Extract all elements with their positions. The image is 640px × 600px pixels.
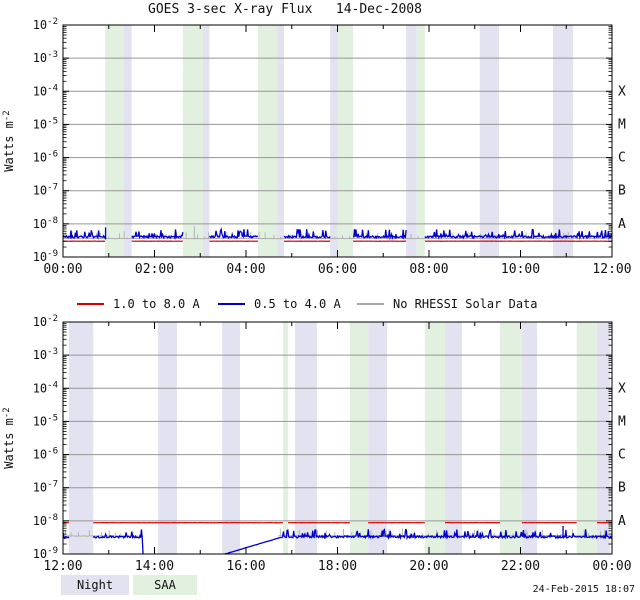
y-tick-label: 10-9 <box>33 546 58 561</box>
night-band <box>596 322 611 554</box>
y-axis-title: Watts m-2 <box>2 110 16 171</box>
y-tick-label: 10-3 <box>33 50 58 65</box>
legend-item-short-channel: 0.5 to 4.0 A <box>218 296 341 312</box>
night-band <box>406 25 417 257</box>
night-band <box>294 322 317 554</box>
flare-class-label: A <box>618 514 626 529</box>
night-band <box>479 25 499 257</box>
night-band <box>158 322 177 554</box>
x-tick-label: 00:00 <box>592 559 631 574</box>
goes-05-4A-top-trace <box>62 230 106 240</box>
no-rhessi-gray-top-trace <box>62 237 613 240</box>
x-tick-label: 18:00 <box>318 559 357 574</box>
series-legend: 1.0 to 8.0 A 0.5 to 4.0 A No RHESSI Sola… <box>0 296 640 314</box>
x-tick-label: 10:00 <box>501 262 540 277</box>
y-tick-label: 10-6 <box>33 150 58 165</box>
x-tick-label: 06:00 <box>318 262 357 277</box>
goes-05-4A-top-trace <box>131 229 184 240</box>
goes-05-4A-top-trace <box>424 228 613 241</box>
band-legend: Night SAA <box>0 575 640 595</box>
y-tick-label: 10-4 <box>33 83 58 98</box>
x-tick-label: 22:00 <box>501 559 540 574</box>
legend-label-long: 1.0 to 8.0 A <box>113 297 200 311</box>
flare-class-label: X <box>618 84 626 99</box>
x-tick-label: 02:00 <box>135 262 174 277</box>
flare-class-label: X <box>618 381 626 396</box>
blue-line-swatch <box>218 303 245 305</box>
creation-timestamp: 24-Feb-2015 18:07 <box>532 584 635 595</box>
night-band <box>330 25 338 257</box>
y-tick-label: 10-5 <box>33 413 58 428</box>
night-band <box>277 25 284 257</box>
saa-band <box>499 322 522 554</box>
flare-class-label: B <box>618 184 626 199</box>
flare-class-label: B <box>618 481 626 496</box>
chart-title: GOES 3-sec X-ray Flux 14-Dec-2008 <box>148 2 422 17</box>
flare-class-label: C <box>618 151 626 166</box>
saa-band <box>105 25 124 257</box>
night-band <box>521 322 537 554</box>
y-tick-label: 10-3 <box>33 347 58 362</box>
y-tick-label: 10-6 <box>33 447 58 462</box>
saa-legend-swatch: SAA <box>133 575 197 595</box>
goes-05-4A-bottom-trace <box>141 536 144 555</box>
y-tick-label: 10-5 <box>33 116 58 131</box>
goes-05-4A-bottom-trace <box>62 532 70 540</box>
saa-band <box>424 322 446 554</box>
legend-label-no-rhessi: No RHESSI Solar Data <box>393 297 538 311</box>
y-tick-label: 10-7 <box>33 183 58 198</box>
night-band <box>222 322 241 554</box>
night-band <box>123 25 132 257</box>
x-tick-label: 12:00 <box>592 262 631 277</box>
y-tick-label: 10-7 <box>33 480 58 495</box>
flare-class-label: M <box>618 414 626 429</box>
legend-item-no-rhessi: No RHESSI Solar Data <box>357 296 538 312</box>
x-tick-label: 20:00 <box>409 559 448 574</box>
night-band <box>552 25 574 257</box>
x-tick-label: 12:00 <box>43 559 82 574</box>
gray-line-swatch <box>357 303 384 305</box>
legend-label-short: 0.5 to 4.0 A <box>254 297 341 311</box>
night-band <box>368 322 387 554</box>
night-band <box>445 322 462 554</box>
x-tick-label: 14:00 <box>135 559 174 574</box>
flare-class-label: C <box>618 448 626 463</box>
x-tick-label: 16:00 <box>226 559 265 574</box>
saa-band <box>283 322 289 554</box>
flare-class-label: A <box>618 217 626 232</box>
goes-05-4A-top-trace <box>209 227 258 239</box>
y-axis-title: Watts m-2 <box>2 407 16 468</box>
x-tick-label: 00:00 <box>43 262 82 277</box>
goes-05-4A-bottom-trace <box>281 528 613 541</box>
y-tick-label: 10-8 <box>33 216 58 231</box>
saa-band <box>182 25 203 257</box>
y-tick-label: 10-2 <box>33 314 58 329</box>
saa-band <box>337 25 354 257</box>
legend-item-long-channel: 1.0 to 8.0 A <box>77 296 200 312</box>
saa-band <box>416 25 425 257</box>
saa-band <box>349 322 369 554</box>
y-tick-label: 10-4 <box>33 380 58 395</box>
y-tick-label: 10-9 <box>33 249 58 264</box>
y-tick-label: 10-8 <box>33 513 58 528</box>
night-legend-swatch: Night <box>61 575 129 595</box>
flare-class-label: M <box>618 117 626 132</box>
night-band <box>68 322 94 554</box>
top-panel: 00:00 02:00 04:00 06:00 08:00 10:00 12:00 10-2 1… <box>2 17 632 277</box>
night-band <box>202 25 210 257</box>
goes-05-4A-top-trace <box>283 229 331 239</box>
x-tick-label: 04:00 <box>226 262 265 277</box>
goes-05-4A-top-trace <box>352 229 407 241</box>
bottom-panel: 12:00 14:00 16:00 18:00 20:00 22:00 00:00 10-2 1… <box>2 314 632 574</box>
x-tick-label: 08:00 <box>409 262 448 277</box>
goes-05-4A-bottom-trace <box>224 536 282 555</box>
y-tick-label: 10-2 <box>33 17 58 32</box>
red-line-swatch <box>77 303 104 305</box>
goes-05-4A-bottom-trace <box>92 529 143 540</box>
saa-band <box>576 322 597 554</box>
saa-band <box>257 25 278 257</box>
